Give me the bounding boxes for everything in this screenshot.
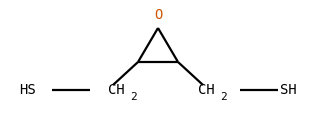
Text: CH: CH [108, 83, 125, 97]
Text: SH: SH [280, 83, 296, 97]
Text: 2: 2 [130, 92, 137, 102]
Text: O: O [154, 8, 162, 22]
Text: CH: CH [198, 83, 215, 97]
Text: HS: HS [20, 83, 36, 97]
Text: 2: 2 [220, 92, 227, 102]
